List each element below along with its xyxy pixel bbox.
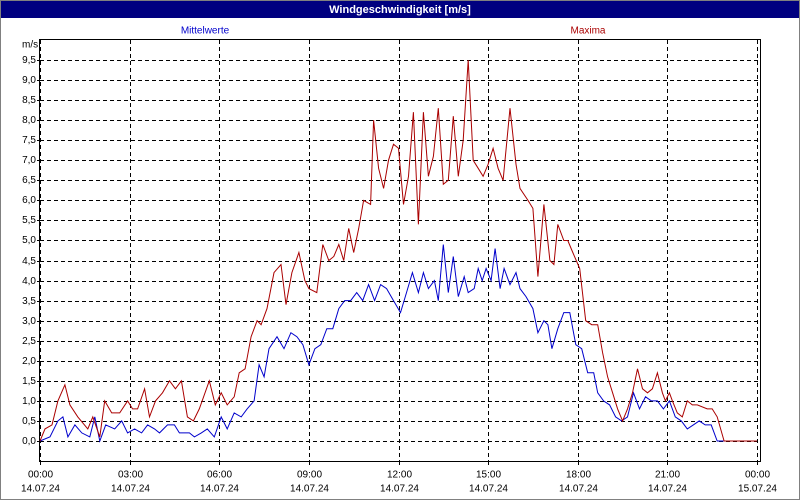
x-tick-label: 21:00: [655, 470, 680, 481]
y-tick-label: 2,5: [22, 336, 36, 347]
x-tick-label: 06:00: [207, 470, 232, 481]
data-line: [39, 244, 757, 443]
y-tick-label: 7,5: [22, 135, 36, 146]
x-tick-label: 15:00: [476, 470, 501, 481]
y-tick-label: 4,5: [22, 256, 36, 267]
x-tick-label: 00:00: [745, 470, 770, 481]
x-tick-label: 03:00: [118, 470, 143, 481]
x-tick-date: 14.07.24: [290, 484, 329, 495]
x-tick-date: 15.07.24: [738, 484, 777, 495]
x-tick-date: 14.07.24: [21, 484, 60, 495]
y-tick-label: 4,0: [22, 276, 36, 287]
x-tick-date: 14.07.24: [469, 484, 508, 495]
x-tick-date: 14.07.24: [648, 484, 687, 495]
y-tick-label: 5,0: [22, 235, 36, 246]
legend-label: Maxima: [570, 26, 605, 37]
chart-title: Windgeschwindigkeit [m/s]: [329, 4, 471, 16]
y-unit: m/s: [22, 40, 38, 51]
y-tick-label: 6,5: [22, 175, 36, 186]
plot-frame: [39, 39, 761, 462]
y-tick-label: 7,0: [22, 155, 36, 166]
y-tick-label: 8,5: [22, 95, 36, 106]
x-tick-label: 00:00: [28, 470, 53, 481]
y-tick-label: 8,0: [22, 115, 36, 126]
x-tick-date: 14.07.24: [111, 484, 150, 495]
y-tick-label: 9,5: [22, 55, 36, 66]
y-tick-label: 3,5: [22, 296, 36, 307]
title-bar: [1, 1, 799, 18]
y-tick-label: 0,5: [22, 416, 36, 427]
y-tick-label: 1,5: [22, 376, 36, 387]
y-tick-label: 6,0: [22, 195, 36, 206]
y-tick-label: 0,0: [22, 436, 36, 447]
legend-label: Mittelwerte: [181, 26, 230, 37]
x-tick-date: 14.07.24: [559, 484, 598, 495]
x-tick-date: 14.07.24: [200, 484, 239, 495]
x-tick-label: 18:00: [566, 470, 591, 481]
x-tick-date: 14.07.24: [380, 484, 419, 495]
x-tick-label: 12:00: [387, 470, 412, 481]
y-tick-label: 9,0: [22, 75, 36, 86]
x-tick-label: 09:00: [297, 470, 322, 481]
y-tick-label: 2,0: [22, 356, 36, 367]
y-tick-label: 3,0: [22, 316, 36, 327]
y-tick-label: 1,0: [22, 396, 36, 407]
y-tick-label: 5,5: [22, 215, 36, 226]
data-line: [39, 59, 757, 442]
